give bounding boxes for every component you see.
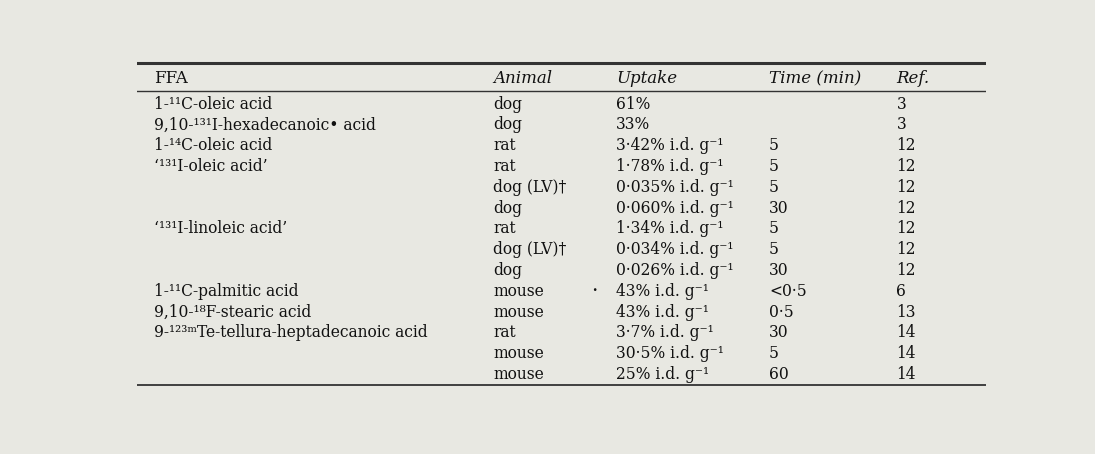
Text: rat: rat	[493, 137, 516, 154]
Text: ‘¹³¹I-oleic acid’: ‘¹³¹I-oleic acid’	[153, 158, 267, 175]
Text: dog (LV)†: dog (LV)†	[493, 179, 567, 196]
Text: mouse: mouse	[493, 345, 544, 362]
Text: 3: 3	[897, 116, 907, 133]
Text: 1-¹⁴C-oleic acid: 1-¹⁴C-oleic acid	[153, 137, 272, 154]
Text: rat: rat	[493, 324, 516, 341]
Text: 1-¹¹C-palmitic acid: 1-¹¹C-palmitic acid	[153, 283, 298, 300]
Text: 60: 60	[769, 366, 788, 383]
Text: 5: 5	[769, 345, 780, 362]
Text: dog: dog	[493, 262, 522, 279]
Text: 14: 14	[897, 345, 915, 362]
Text: 9-¹²³ᵐTe-tellura-heptadecanoic acid: 9-¹²³ᵐTe-tellura-heptadecanoic acid	[153, 324, 427, 341]
Text: 30: 30	[769, 200, 788, 217]
Text: FFA: FFA	[153, 70, 187, 88]
Text: dog: dog	[493, 200, 522, 217]
Text: 14: 14	[897, 324, 915, 341]
Text: 33%: 33%	[616, 116, 650, 133]
Text: 12: 12	[897, 262, 915, 279]
Text: 5: 5	[769, 137, 780, 154]
Text: 30·5% i.d. g⁻¹: 30·5% i.d. g⁻¹	[616, 345, 724, 362]
Text: 43% i.d. g⁻¹: 43% i.d. g⁻¹	[616, 304, 710, 321]
Text: 12: 12	[897, 200, 915, 217]
Text: 30: 30	[769, 324, 788, 341]
Text: ‘¹³¹I-linoleic acid’: ‘¹³¹I-linoleic acid’	[153, 220, 287, 237]
Text: dog (LV)†: dog (LV)†	[493, 241, 567, 258]
Text: 5: 5	[769, 179, 780, 196]
Text: 1-¹¹C-oleic acid: 1-¹¹C-oleic acid	[153, 96, 272, 113]
Text: Ref.: Ref.	[897, 70, 930, 88]
Text: mouse: mouse	[493, 304, 544, 321]
Text: 9,10-¹³¹I-hexadecanoic• acid: 9,10-¹³¹I-hexadecanoic• acid	[153, 116, 376, 133]
Text: <0·5: <0·5	[769, 283, 807, 300]
Text: ·: ·	[591, 282, 597, 301]
Text: 5: 5	[769, 158, 780, 175]
Text: rat: rat	[493, 158, 516, 175]
Text: 9,10-¹⁸F-stearic acid: 9,10-¹⁸F-stearic acid	[153, 304, 311, 321]
Text: Uptake: Uptake	[616, 70, 678, 88]
Text: 12: 12	[897, 137, 915, 154]
Text: mouse: mouse	[493, 366, 544, 383]
Text: 12: 12	[897, 241, 915, 258]
Text: 0·060% i.d. g⁻¹: 0·060% i.d. g⁻¹	[616, 200, 734, 217]
Text: 12: 12	[897, 158, 915, 175]
Text: Animal: Animal	[493, 70, 552, 88]
Text: dog: dog	[493, 116, 522, 133]
Text: rat: rat	[493, 220, 516, 237]
Text: 12: 12	[897, 179, 915, 196]
Text: 5: 5	[769, 241, 780, 258]
Text: 12: 12	[897, 220, 915, 237]
Text: 0·034% i.d. g⁻¹: 0·034% i.d. g⁻¹	[616, 241, 734, 258]
Text: 3·7% i.d. g⁻¹: 3·7% i.d. g⁻¹	[616, 324, 714, 341]
Text: 1·78% i.d. g⁻¹: 1·78% i.d. g⁻¹	[616, 158, 724, 175]
Text: 61%: 61%	[616, 96, 650, 113]
Text: mouse: mouse	[493, 283, 544, 300]
Text: 5: 5	[769, 220, 780, 237]
Text: 0·026% i.d. g⁻¹: 0·026% i.d. g⁻¹	[616, 262, 734, 279]
Text: 25% i.d. g⁻¹: 25% i.d. g⁻¹	[616, 366, 710, 383]
Text: dog: dog	[493, 96, 522, 113]
Text: 43% i.d. g⁻¹: 43% i.d. g⁻¹	[616, 283, 710, 300]
Text: 30: 30	[769, 262, 788, 279]
Text: 13: 13	[897, 304, 915, 321]
Text: 1·34% i.d. g⁻¹: 1·34% i.d. g⁻¹	[616, 220, 724, 237]
Text: 6: 6	[897, 283, 907, 300]
Text: 3·42% i.d. g⁻¹: 3·42% i.d. g⁻¹	[616, 137, 724, 154]
Text: 3: 3	[897, 96, 907, 113]
Text: Time (min): Time (min)	[769, 70, 862, 88]
Text: 0·5: 0·5	[769, 304, 794, 321]
Text: 14: 14	[897, 366, 915, 383]
Text: 0·035% i.d. g⁻¹: 0·035% i.d. g⁻¹	[616, 179, 734, 196]
